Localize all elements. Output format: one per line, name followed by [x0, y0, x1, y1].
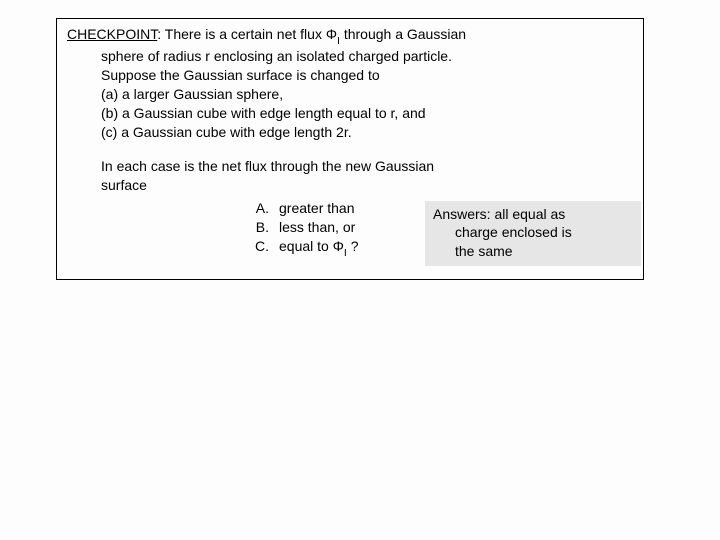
answer-line-2: charge enclosed is	[455, 223, 633, 241]
question-line-2: surface	[101, 176, 633, 195]
intro-line-3: Suppose the Gaussian surface is changed …	[101, 66, 633, 85]
case-a: (a) a larger Gaussian sphere,	[101, 85, 633, 104]
option-b-letter: B.	[247, 218, 269, 237]
answer-box: Answers: all equal as charge enclosed is…	[425, 201, 641, 266]
answer-line-3: the same	[455, 242, 633, 260]
option-c-post: ?	[347, 238, 359, 254]
answer-line-1: Answers: all equal as	[433, 205, 633, 223]
option-a-letter: A.	[247, 199, 269, 218]
checkpoint-box: CHECKPOINT: There is a certain net flux …	[56, 18, 644, 280]
options-and-answer-row: A. greater than B. less than, or C. equal t…	[67, 199, 633, 269]
option-a-text: greater than	[279, 200, 355, 216]
slide: CHECKPOINT: There is a certain net flux …	[0, 0, 720, 540]
option-c: C. equal to ΦI ?	[247, 237, 417, 259]
checkpoint-heading: CHECKPOINT	[67, 26, 157, 42]
option-c-letter: C.	[247, 237, 269, 256]
question-line-1: In each case is the net flux through the…	[101, 157, 633, 176]
phi-subscript: I	[337, 35, 340, 47]
intro-text-1: : There is a certain net flux	[157, 26, 326, 42]
intro-line-1: CHECKPOINT: There is a certain net flux …	[67, 25, 633, 47]
option-b: B. less than, or	[247, 218, 417, 237]
options-list: A. greater than B. less than, or C. equal t…	[247, 199, 417, 259]
case-c: (c) a Gaussian cube with edge length 2r.	[101, 123, 633, 142]
option-b-text: less than, or	[279, 219, 355, 235]
phi-symbol-2: Φ	[333, 238, 344, 254]
option-c-pre: equal to	[279, 238, 333, 254]
phi-symbol: Φ	[326, 26, 337, 42]
option-a: A. greater than	[247, 199, 417, 218]
case-b: (b) a Gaussian cube with edge length equ…	[101, 104, 633, 123]
phi-subscript-2: I	[344, 247, 347, 259]
intro-line-2: sphere of radius r enclosing an isolated…	[101, 47, 633, 66]
intro-text-2: through a Gaussian	[340, 26, 466, 42]
